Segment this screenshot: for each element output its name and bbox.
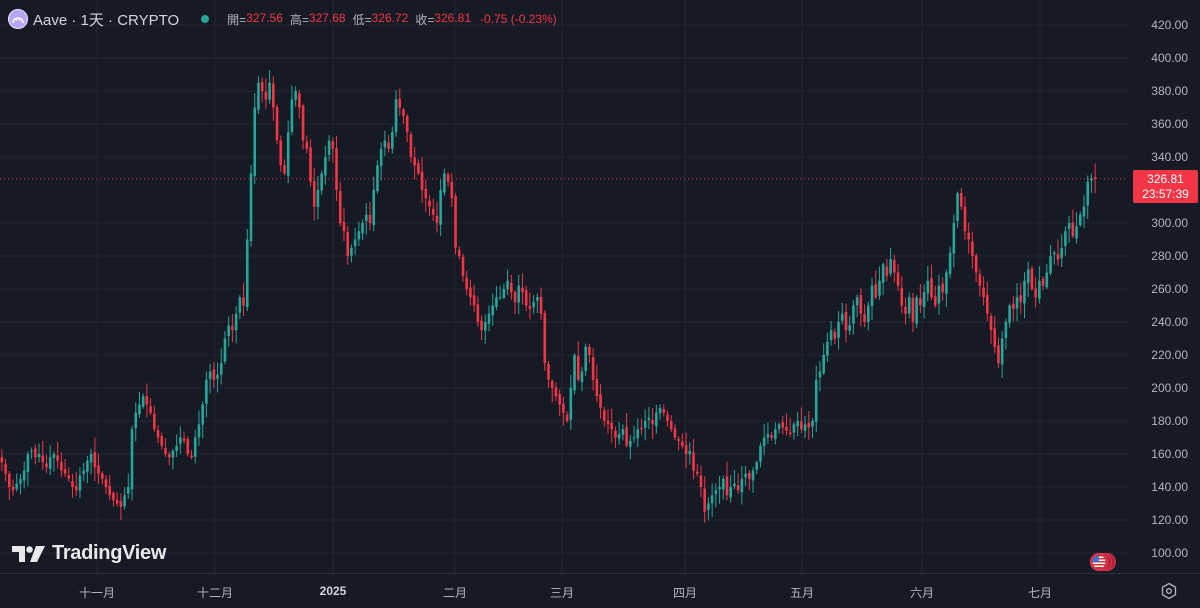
- price-tick-label: 120.00: [1151, 513, 1188, 527]
- time-tick-label: 2025: [319, 584, 347, 598]
- price-tick-label: 220.00: [1151, 348, 1188, 362]
- symbol-legend: Aave · 1天 · CRYPTO 開= 327.56 高= 327.68 低= 3…: [8, 8, 557, 30]
- price-tick-label: 100.00: [1151, 546, 1188, 560]
- time-tick-label: 十一月: [78, 586, 116, 600]
- last-price-value: 326.81: [1147, 172, 1184, 186]
- time-tick-label: 二月: [442, 586, 468, 600]
- time-tick-label: 六月: [909, 586, 935, 600]
- price-axis[interactable]: 420.00 400.00 380.00 360.00 340.00 300.00 280.…: [1128, 0, 1200, 573]
- time-tick-label: 五月: [789, 586, 815, 600]
- settings-gear-icon[interactable]: [1160, 582, 1178, 600]
- price-tick-label: 420.00: [1151, 18, 1188, 32]
- price-change: -0.75 (-0.23%): [480, 12, 557, 26]
- close-value: 326.81: [434, 10, 472, 25]
- candlestick-chart[interactable]: [0, 0, 1128, 573]
- close-key: 收=: [415, 12, 435, 27]
- us-economic-events-icon[interactable]: [1089, 552, 1117, 572]
- time-axis[interactable]: 十一月 十二月 2025 二月 三月 四月 五月 六月 七月: [0, 573, 1200, 608]
- price-tick-label: 340.00: [1151, 150, 1188, 164]
- symbol-title[interactable]: Aave · 1天 · CRYPTO: [33, 11, 180, 29]
- price-tick-label: 140.00: [1151, 480, 1188, 494]
- last-price-label: 326.81 23:57:39: [1133, 170, 1198, 203]
- low-key: 低=: [352, 12, 372, 27]
- market-status-dot-icon: [201, 15, 210, 23]
- tradingview-watermark[interactable]: TradingView: [12, 542, 166, 565]
- time-tick-label: 四月: [672, 586, 698, 600]
- low-value: 326.72: [371, 10, 409, 25]
- time-tick-label: 十二月: [196, 586, 234, 600]
- open-key: 開=: [227, 12, 247, 27]
- ohlc-values: 開= 327.56 高= 327.68 低= 326.72 收= 326.81: [227, 11, 478, 28]
- price-tick-label: 160.00: [1151, 447, 1188, 461]
- watermark-text: TradingView: [52, 542, 167, 564]
- open-value: 327.56: [246, 10, 283, 25]
- tradingview-logo-icon: [12, 545, 45, 562]
- high-key: 高=: [289, 12, 309, 27]
- price-tick-label: 300.00: [1151, 216, 1188, 230]
- price-tick-label: 380.00: [1151, 84, 1188, 98]
- bar-countdown: 23:57:39: [1142, 187, 1189, 201]
- price-tick-label: 280.00: [1151, 249, 1188, 263]
- time-tick-label: 三月: [549, 586, 575, 600]
- aave-logo-icon: [8, 9, 28, 29]
- high-value: 327.68: [308, 10, 346, 25]
- price-tick-label: 360.00: [1151, 117, 1188, 131]
- price-tick-label: 200.00: [1151, 381, 1188, 395]
- price-tick-label: 180.00: [1151, 414, 1188, 428]
- price-tick-label: 260.00: [1151, 282, 1188, 296]
- time-tick-label: 七月: [1027, 586, 1053, 600]
- chart-area[interactable]: [0, 0, 1128, 573]
- price-tick-label: 240.00: [1151, 315, 1188, 329]
- price-tick-label: 400.00: [1151, 51, 1188, 65]
